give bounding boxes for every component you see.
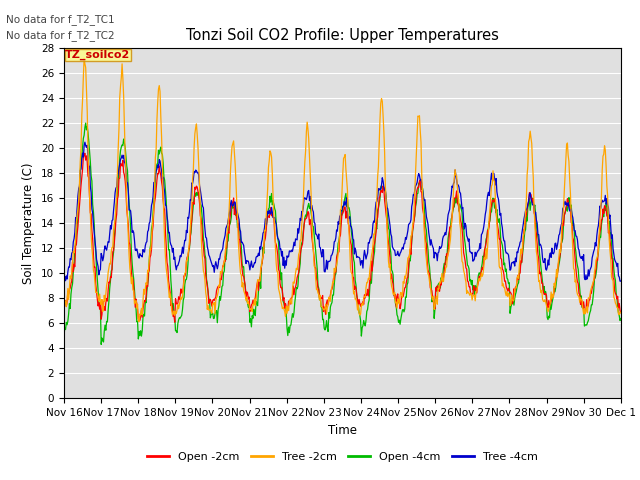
Open -2cm bbox=[215, 283, 223, 289]
Tree -2cm bbox=[215, 282, 223, 288]
Y-axis label: Soil Temperature (C): Soil Temperature (C) bbox=[22, 162, 35, 284]
Open -2cm bbox=[128, 276, 136, 282]
Tree -2cm bbox=[70, 250, 78, 256]
Open -4cm bbox=[97, 342, 105, 348]
Open -2cm bbox=[412, 200, 419, 206]
Tree -2cm bbox=[412, 168, 419, 174]
X-axis label: Time: Time bbox=[328, 424, 357, 437]
Tree -2cm bbox=[617, 310, 625, 316]
Title: Tonzi Soil CO2 Profile: Upper Temperatures: Tonzi Soil CO2 Profile: Upper Temperatur… bbox=[186, 28, 499, 43]
Text: No data for f_T2_TC2: No data for f_T2_TC2 bbox=[6, 30, 115, 41]
Open -4cm bbox=[82, 120, 90, 126]
Open -2cm bbox=[617, 310, 625, 315]
Open -4cm bbox=[215, 303, 223, 309]
Tree -4cm bbox=[428, 237, 435, 242]
Open -4cm bbox=[428, 299, 436, 305]
Tree -2cm bbox=[80, 55, 88, 61]
Open -4cm bbox=[129, 270, 137, 276]
Open -2cm bbox=[70, 262, 78, 267]
Line: Tree -2cm: Tree -2cm bbox=[64, 58, 621, 322]
Tree -4cm bbox=[617, 278, 625, 284]
Open -2cm bbox=[171, 319, 179, 325]
Legend: Open -2cm, Tree -2cm, Open -4cm, Tree -4cm: Open -2cm, Tree -2cm, Open -4cm, Tree -4… bbox=[143, 447, 542, 467]
Tree -4cm bbox=[128, 229, 136, 235]
Tree -2cm bbox=[135, 319, 143, 324]
Tree -2cm bbox=[128, 275, 136, 280]
Line: Open -4cm: Open -4cm bbox=[64, 123, 621, 345]
Text: No data for f_T2_TC1: No data for f_T2_TC1 bbox=[6, 13, 115, 24]
Open -2cm bbox=[60, 299, 68, 304]
Tree -4cm bbox=[81, 139, 89, 145]
Open -4cm bbox=[412, 204, 419, 209]
Tree -2cm bbox=[428, 295, 436, 300]
Tree -4cm bbox=[70, 236, 78, 241]
Open -4cm bbox=[186, 246, 193, 252]
Open -4cm bbox=[617, 316, 625, 322]
Open -4cm bbox=[70, 264, 78, 269]
Tree -4cm bbox=[411, 187, 419, 193]
Tree -2cm bbox=[186, 238, 193, 243]
Open -2cm bbox=[81, 150, 89, 156]
Open -2cm bbox=[186, 243, 193, 249]
Open -2cm bbox=[428, 288, 436, 294]
Line: Open -2cm: Open -2cm bbox=[64, 153, 621, 322]
Tree -2cm bbox=[60, 306, 68, 312]
Tree -4cm bbox=[185, 216, 193, 221]
Open -4cm bbox=[60, 333, 68, 338]
Tree -4cm bbox=[214, 262, 222, 268]
Tree -4cm bbox=[60, 281, 68, 287]
Line: Tree -4cm: Tree -4cm bbox=[64, 142, 621, 284]
